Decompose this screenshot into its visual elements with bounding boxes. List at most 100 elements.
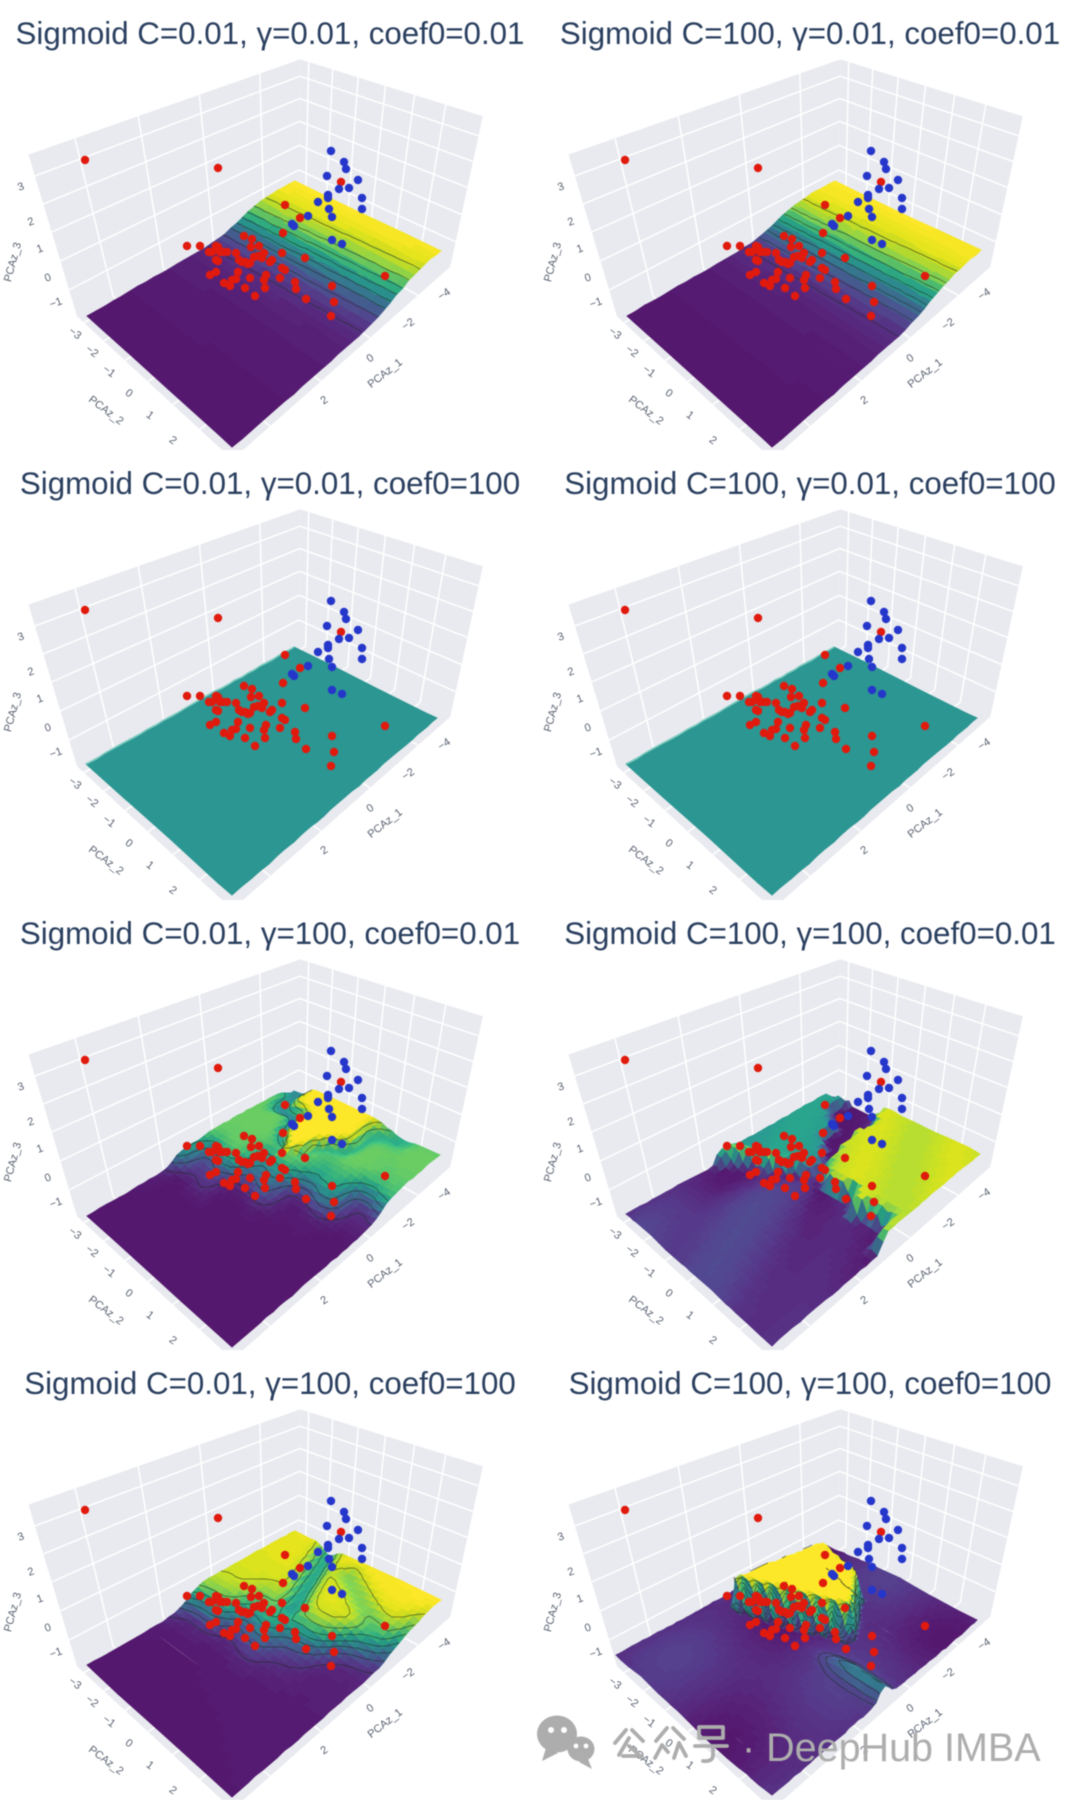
svg-text:0: 0 [364,802,376,815]
svg-text:2: 2 [566,1115,576,1128]
svg-text:PCAz_2: PCAz_2 [626,1294,665,1328]
svg-text:PCAz_3: PCAz_3 [2,241,24,283]
svg-text:3: 3 [556,180,566,193]
svg-text:0: 0 [904,1702,916,1715]
svg-text:0: 0 [663,387,675,400]
svg-text:2: 2 [566,665,576,678]
svg-text:2: 2 [167,884,179,897]
svg-text:PCAz_2: PCAz_2 [86,1294,125,1328]
svg-text:0: 0 [583,1621,593,1634]
svg-text:· DeepHub IMBA: · DeepHub IMBA [742,1726,1041,1770]
svg-text:0: 0 [364,352,376,365]
svg-text:0: 0 [583,721,593,734]
svg-text:0: 0 [904,352,916,365]
svg-text:1: 1 [144,859,156,872]
svg-text:2: 2 [566,215,576,228]
svg-text:−2: −2 [623,793,640,810]
svg-text:2: 2 [858,1744,870,1757]
svg-text:2: 2 [318,394,330,407]
svg-text:−3: −3 [66,325,83,342]
svg-text:0: 0 [123,387,135,400]
svg-text:1: 1 [35,692,45,705]
svg-text:0: 0 [663,1287,675,1300]
svg-text:0: 0 [904,1252,916,1265]
svg-text:−1: −1 [588,295,604,311]
svg-text:2: 2 [707,884,719,897]
svg-text:3: 3 [16,630,26,643]
svg-text:−2: −2 [83,343,100,360]
svg-text:−2: −2 [400,316,417,333]
svg-text:−4: −4 [436,1636,453,1653]
svg-text:1: 1 [575,692,585,705]
svg-text:−1: −1 [640,813,657,830]
svg-text:2: 2 [26,1565,36,1578]
svg-text:−1: −1 [48,1645,64,1661]
svg-text:PCAz_3: PCAz_3 [542,1591,564,1633]
svg-text:1: 1 [575,1592,585,1605]
svg-text:−2: −2 [400,766,417,783]
svg-text:PCAz_3: PCAz_3 [542,1141,564,1183]
svg-text:0: 0 [123,1737,135,1750]
svg-text:0: 0 [123,837,135,850]
svg-text:−1: −1 [640,363,657,380]
svg-text:−1: −1 [48,295,64,311]
svg-text:−4: −4 [976,1186,993,1203]
svg-text:−2: −2 [83,1243,100,1260]
svg-text:−4: −4 [976,736,993,753]
svg-text:1: 1 [35,242,45,255]
svg-text:PCAz_2: PCAz_2 [86,1744,125,1778]
svg-text:PCAz_2: PCAz_2 [626,394,665,428]
svg-text:0: 0 [583,271,593,284]
svg-text:PCAz_3: PCAz_3 [542,691,564,733]
svg-text:−2: −2 [940,766,957,783]
svg-text:1: 1 [35,1592,45,1605]
svg-text:2: 2 [707,1334,719,1347]
svg-text:2: 2 [707,434,719,447]
svg-text:−4: −4 [436,286,453,303]
svg-text:2: 2 [26,215,36,228]
svg-text:−1: −1 [48,745,64,761]
svg-text:1: 1 [575,242,585,255]
svg-text:−1: −1 [100,363,117,380]
svg-text:0: 0 [583,1171,593,1184]
svg-text:−3: −3 [606,775,623,792]
svg-text:−4: −4 [436,1186,453,1203]
svg-text:PCAz_2: PCAz_2 [86,394,125,428]
svg-text:0: 0 [43,1171,53,1184]
svg-text:−1: −1 [588,1195,604,1211]
svg-text:2: 2 [26,1115,36,1128]
svg-text:2: 2 [566,1565,576,1578]
svg-text:3: 3 [556,1530,566,1543]
svg-text:−2: −2 [83,1693,100,1710]
svg-text:1: 1 [684,859,696,872]
svg-text:−2: −2 [400,1216,417,1233]
svg-text:2: 2 [167,434,179,447]
svg-text:−3: −3 [66,1675,83,1692]
svg-text:3: 3 [16,1080,26,1093]
svg-text:0: 0 [43,1621,53,1634]
svg-text:2: 2 [858,1294,870,1307]
svg-text:−4: −4 [976,286,993,303]
svg-text:2: 2 [26,665,36,678]
svg-text:1: 1 [144,1309,156,1322]
svg-text:2: 2 [707,1784,719,1797]
svg-text:0: 0 [43,721,53,734]
svg-text:−4: −4 [976,1636,993,1653]
svg-text:1: 1 [35,1142,45,1155]
svg-text:−3: −3 [606,1675,623,1692]
svg-text:−2: −2 [623,343,640,360]
svg-text:2: 2 [167,1334,179,1347]
svg-text:−2: −2 [623,1243,640,1260]
svg-text:0: 0 [663,837,675,850]
svg-text:PCAz_3: PCAz_3 [2,691,24,733]
svg-text:3: 3 [16,180,26,193]
svg-text:−2: −2 [83,793,100,810]
svg-text:2: 2 [167,1784,179,1797]
svg-text:0: 0 [364,1702,376,1715]
svg-text:−3: −3 [66,775,83,792]
svg-text:2: 2 [318,1744,330,1757]
svg-text:−1: −1 [100,813,117,830]
svg-text:−4: −4 [436,736,453,753]
svg-text:−1: −1 [588,745,604,761]
svg-text:−3: −3 [606,1225,623,1242]
